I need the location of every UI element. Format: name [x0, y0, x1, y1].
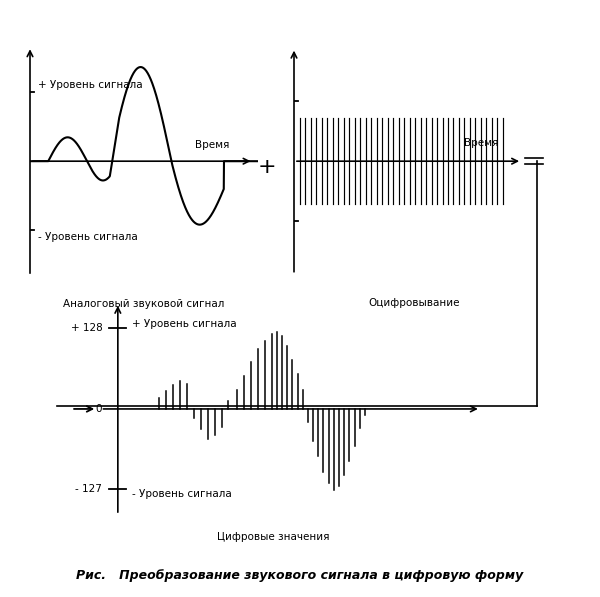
- Text: Цифровые значения: Цифровые значения: [217, 532, 329, 542]
- Text: Оцифровывание: Оцифровывание: [368, 298, 460, 309]
- Text: - 127: - 127: [76, 484, 102, 494]
- Text: - Уровень сигнала: - Уровень сигнала: [38, 232, 138, 242]
- Text: Рис.   Преобразование звукового сигнала в цифровую форму: Рис. Преобразование звукового сигнала в …: [76, 569, 524, 582]
- Text: + Уровень сигнала: + Уровень сигнала: [38, 81, 143, 90]
- Text: + Уровень сигнала: + Уровень сигнала: [131, 319, 236, 329]
- Text: + 128: + 128: [71, 323, 102, 333]
- Text: 0: 0: [96, 404, 102, 414]
- Text: Аналоговый звуковой сигнал: Аналоговый звуковой сигнал: [64, 299, 224, 309]
- Text: Время: Время: [464, 138, 499, 148]
- Text: - Уровень сигнала: - Уровень сигнала: [131, 488, 232, 498]
- Text: Время: Время: [195, 140, 230, 150]
- Text: +: +: [257, 157, 277, 177]
